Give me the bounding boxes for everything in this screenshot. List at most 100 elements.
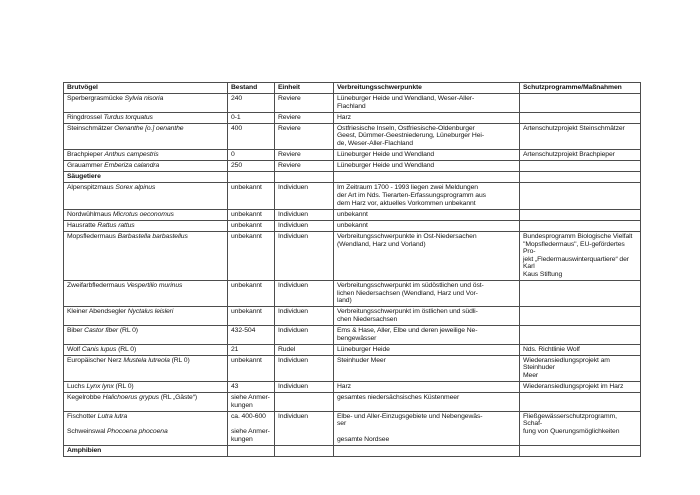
einheit-cell: Individuen xyxy=(274,279,334,308)
species-name-cell: Ringdrossel Turdus torquatus xyxy=(63,111,228,124)
scientific-name: Sylvia nisoria xyxy=(124,95,164,103)
verbreitung-cell: Im Zeitraum 1700 - 1993 liegen zwei Meld… xyxy=(333,182,520,210)
bestand-cell: unbekannt xyxy=(227,354,275,383)
common-name: Nordwühlmaus xyxy=(67,210,113,218)
common-name: Luchs xyxy=(67,383,87,390)
schutz-cell: Artenschutzprojekt Steinschmätzer xyxy=(519,122,641,151)
bestand-cell: 0 xyxy=(227,149,275,162)
bestand-cell: unbekannt xyxy=(227,182,275,210)
schutz-cell xyxy=(519,219,641,232)
species-name-cell: Steinschmätzer Oenanthe [o.] oenanthe xyxy=(63,122,228,151)
einheit-cell: Individuen xyxy=(274,324,334,345)
common-name: Kegelrobbe xyxy=(67,394,103,402)
species-row: Steinschmätzer Oenanthe [o.] oenanthe 400… xyxy=(63,122,641,151)
common-name: (RL 0) xyxy=(116,345,137,353)
bestand-cell: 0-1 xyxy=(227,111,275,124)
schutz-cell: Bundesprogramm Biologische Vielfalt "Mop… xyxy=(519,230,641,281)
common-name: Sperbergrasmücke xyxy=(67,95,125,103)
common-name: Europäischer Nerz xyxy=(67,356,124,364)
einheit-cell: Individuen xyxy=(274,182,334,210)
species-row: Kegelrobbe Halichoerus grypus (RL „Gäste… xyxy=(63,392,641,412)
empty-cell xyxy=(274,444,334,457)
species-name-cell: Europäischer Nerz Mustela lutreola (RL 0… xyxy=(63,354,228,383)
verbreitung-cell: Harz xyxy=(333,380,520,394)
verbreitung-cell: Steinhuder Meer xyxy=(333,354,520,383)
einheit-cell: Rudel xyxy=(274,343,334,356)
schutz-cell: Wiederansiedlungsprojekt am Steinhuder M… xyxy=(519,354,641,383)
bestand-cell: unbekannt xyxy=(227,230,275,281)
scientific-name: Microtus oeconomus xyxy=(112,210,174,218)
species-row: Brachpieper Anthus campestris 0 Reviere Lün… xyxy=(63,149,641,162)
scientific-name: Castor fiber xyxy=(84,326,119,334)
species-name-cell: Mopsfledermaus Barbastella barbastellus xyxy=(63,230,228,281)
common-name: Schweinswal xyxy=(67,427,107,435)
common-name: (RL 0) xyxy=(169,356,190,364)
section-label-cell: Amphibien xyxy=(63,444,228,457)
scientific-name: Oenanthe [o.] oenanthe xyxy=(114,124,184,132)
schutz-cell xyxy=(519,160,641,173)
species-row: Sperbergrasmücke Sylvia nisoria 240 Revier… xyxy=(63,93,641,113)
schutz-cell xyxy=(519,392,641,412)
bestand-cell: unbekannt xyxy=(227,279,275,308)
table-body: Sperbergrasmücke Sylvia nisoria 240 Revier… xyxy=(63,93,641,457)
species-row: Wolf Canis lupus (RL 0) 21 Rudel Lüneburger… xyxy=(63,343,641,356)
scientific-name: Sorex alpinus xyxy=(115,184,156,192)
schutz-cell xyxy=(519,93,641,113)
common-name: Wolf xyxy=(67,345,82,353)
einheit-cell: Individuen xyxy=(274,380,334,394)
schutz-cell xyxy=(519,208,641,221)
col-header-verbreitungsschwerpunkte: Verbreitungsschwerpunkte xyxy=(333,81,520,95)
einheit-cell: Reviere xyxy=(274,160,334,173)
verbreitung-cell: Lüneburger Heide und Wendland, Weser-All… xyxy=(333,93,520,113)
species-name-cell: Alpenspitzmaus Sorex alpinus xyxy=(63,182,228,210)
species-row: Zweifarbfledermaus Vespertilio murinus un… xyxy=(63,279,641,308)
bestand-cell: 21 xyxy=(227,343,275,356)
verbreitung-cell: Verbreitungsschwerpunkt im östlichen und… xyxy=(333,306,520,326)
bestand-cell: 400 xyxy=(227,122,275,151)
common-name: Hausratte xyxy=(67,221,98,229)
verbreitung-cell: Verbreitungsschwerpunkt im südöstlichen … xyxy=(333,279,520,308)
schutz-cell xyxy=(519,306,641,326)
species-name-cell: Wolf Canis lupus (RL 0) xyxy=(63,343,228,356)
schutz-cell xyxy=(519,182,641,210)
empty-cell xyxy=(333,444,520,457)
verbreitung-cell: Harz xyxy=(333,111,520,124)
scientific-name: Emberiza calandra xyxy=(104,162,160,170)
species-row: Ringdrossel Turdus torquatus 0-1 Reviere Ha… xyxy=(63,111,641,124)
bestand-cell: siehe Anmer- kungen xyxy=(227,392,275,412)
schutz-cell xyxy=(519,111,641,124)
species-row: Biber Castor fiber (RL 0) 432-504 Individu… xyxy=(63,324,641,345)
species-name-cell: Luchs Lynx lynx (RL 0) xyxy=(63,380,228,394)
common-name: (RL „Gäste“) xyxy=(158,394,198,402)
verbreitung-cell: unbekannt xyxy=(333,219,520,232)
scientific-name: Barbastella barbastellus xyxy=(117,232,188,240)
verbreitung-cell: Lüneburger Heide und Wendland xyxy=(333,160,520,173)
col-header-brutvoegel: Brutvögel xyxy=(63,81,228,95)
species-row: Kleiner Abendsegler Nyctalus leisleri unb… xyxy=(63,306,641,326)
species-row: Hausratte Rattus rattus unbekannt Individu… xyxy=(63,219,641,232)
scientific-name: Vespertilio murinus xyxy=(126,281,183,289)
schutz-cell: Fließgewässerschutzprogramm, Schaf- fung… xyxy=(519,410,641,446)
common-name: (RL 0) xyxy=(118,326,138,334)
einheit-cell: Reviere xyxy=(274,111,334,124)
schutz-cell xyxy=(519,279,641,308)
einheit-cell: Individuen xyxy=(274,354,334,383)
species-row: Grauammer Emberiza calandra 250 Reviere Lün… xyxy=(63,160,641,173)
schutz-cell: Wiederansiedlungsprojekt im Harz xyxy=(519,380,641,394)
species-name-cell: Biber Castor fiber (RL 0) xyxy=(63,324,228,345)
scientific-name: Rattus rattus xyxy=(97,221,135,229)
empty-cell xyxy=(227,444,275,457)
section-label-cell: Säugetiere xyxy=(63,171,228,184)
section-row: Amphibien xyxy=(63,444,641,457)
common-name: Kleiner Abendsegler xyxy=(67,308,128,316)
einheit-cell: Individuen xyxy=(274,208,334,221)
empty-cell xyxy=(227,171,275,184)
common-name: Fischotter xyxy=(67,412,98,420)
scientific-name: Lutra lutra xyxy=(97,412,128,420)
bestand-cell: 432-504 xyxy=(227,324,275,345)
einheit-cell: Individuen xyxy=(274,219,334,232)
species-name-cell: Grauammer Emberiza calandra xyxy=(63,160,228,173)
scientific-name: Halichoerus grypus xyxy=(102,394,159,402)
bestand-cell: ca. 400-600 siehe Anmer- kungen xyxy=(227,410,275,446)
